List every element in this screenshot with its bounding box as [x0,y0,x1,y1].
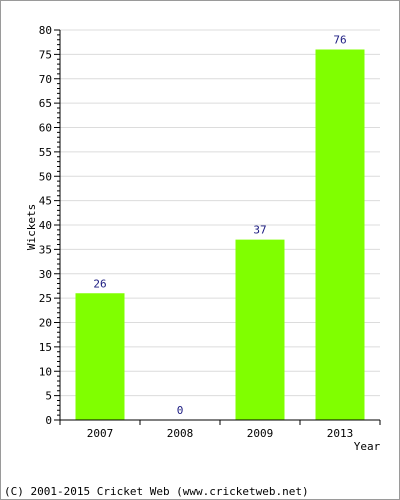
copyright-text: (C) 2001-2015 Cricket Web (www.cricketwe… [4,485,309,498]
y-tick-label: 25 [39,292,52,305]
y-tick-label: 15 [39,341,52,354]
data-label-2007: 26 [93,277,106,290]
y-tick-label: 55 [39,146,52,159]
x-tick-label-2008: 2008 [167,427,194,440]
y-tick-label: 0 [45,414,52,427]
bars [75,49,365,420]
y-tick-label: 75 [39,48,52,61]
y-tick-label: 35 [39,243,52,256]
data-label-2008: 0 [177,404,184,417]
x-axis-label: Year [354,440,381,453]
y-axis-label: Wickets [25,204,38,250]
y-tick-label: 45 [39,195,52,208]
y-tick-label: 50 [39,170,52,183]
x-tick-label-2009: 2009 [247,427,274,440]
y-tick-label: 80 [39,24,52,37]
x-tick-labels: 2007 2008 2009 2013 [87,427,354,440]
axes [54,29,381,425]
data-labels: 26 0 37 76 [93,34,346,418]
y-tick-label: 65 [39,97,52,110]
y-tick-label: 20 [39,317,52,330]
y-tick-label: 40 [39,219,52,232]
data-label-2013: 76 [333,34,346,47]
bar-2007 [75,293,125,420]
x-tick-label-2013: 2013 [327,427,354,440]
data-label-2009: 37 [253,224,266,237]
bar-2009 [235,239,285,420]
x-tick-label-2007: 2007 [87,427,114,440]
y-tick-label: 5 [45,390,52,403]
y-tick-label: 70 [39,73,52,86]
y-tick-label: 60 [39,122,52,135]
y-tick-labels: 0 5 10 15 20 25 30 35 40 45 50 55 60 65 70 75 80 [39,24,52,427]
y-tick-label: 10 [39,365,52,378]
y-tick-label: 30 [39,268,52,281]
bar-2013 [315,49,365,420]
